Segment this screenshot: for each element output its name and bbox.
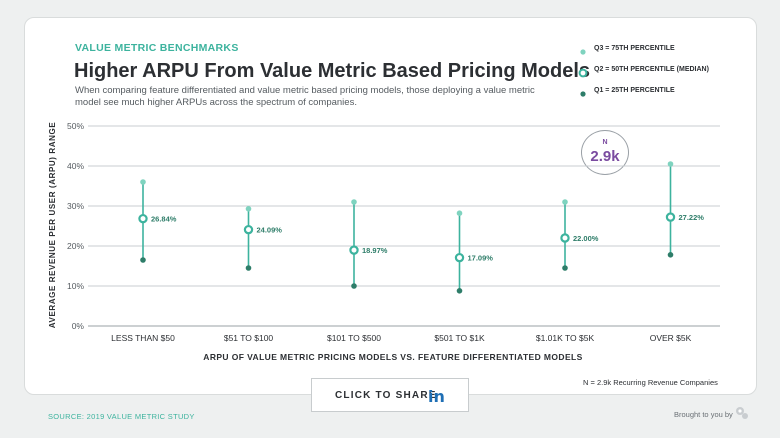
- range-group: 22.00%: [560, 199, 599, 271]
- range-group: 27.22%: [665, 161, 705, 258]
- x-tick-label: $1.01K TO $5K: [536, 333, 595, 343]
- eyebrow-label: VALUE METRIC BENCHMARKS: [75, 42, 239, 54]
- q2-ring-icon: [578, 68, 588, 78]
- gridlines: [88, 125, 720, 327]
- y-tick-label: 20%: [67, 241, 84, 251]
- range-group: 26.84%: [138, 179, 177, 263]
- q3-dot-icon: [580, 49, 586, 55]
- range-bars: 26.84% 24.09% 18.97% 17.09% 22.00% 27.22%: [138, 161, 705, 294]
- median-point: [243, 224, 254, 235]
- q3-point: [351, 199, 357, 205]
- y-axis-label: AVERAGE REVENUE PER USER (ARPU) RANGE: [48, 122, 57, 329]
- y-axis-ticks: 0% 10% 20% 30% 40% 50%: [67, 121, 84, 331]
- q1-point: [562, 265, 568, 271]
- range-group: 24.09%: [243, 206, 283, 271]
- linkedin-icon[interactable]: in: [428, 387, 445, 406]
- q1-point: [456, 288, 463, 294]
- sample-size-label: N: [602, 139, 608, 146]
- q3-point: [140, 179, 146, 185]
- median-point: [665, 212, 676, 222]
- brought-to-you-label: Brought to you by: [674, 410, 733, 419]
- q3-point: [245, 206, 252, 212]
- legend-label-q2: Q2 = 50TH PERCENTILE (MEDIAN): [594, 66, 709, 73]
- median-value-label: 17.09%: [468, 254, 494, 263]
- q1-point: [245, 265, 252, 271]
- median-value-label: 27.22%: [679, 213, 705, 222]
- x-axis-label: ARPU OF VALUE METRIC PRICING MODELS VS. …: [203, 352, 582, 362]
- median-point: [454, 252, 465, 263]
- median-value-label: 18.97%: [362, 246, 388, 255]
- source-note: SOURCE: 2019 VALUE METRIC STUDY: [48, 412, 195, 421]
- range-group: 18.97%: [349, 199, 388, 289]
- y-tick-label: 10%: [67, 281, 84, 291]
- x-axis-ticks: LESS THAN $50 $51 TO $100 $101 TO $500 $501…: [111, 333, 691, 343]
- x-tick-label: $501 TO $1K: [434, 333, 485, 343]
- x-tick-label: LESS THAN $50: [111, 333, 175, 343]
- x-tick-label: OVER $5K: [650, 333, 692, 343]
- q3-point: [562, 199, 568, 205]
- x-tick-label: $51 TO $100: [224, 333, 274, 343]
- q3-point: [456, 210, 463, 216]
- chart-title: Higher ARPU From Value Metric Based Pric…: [74, 60, 591, 82]
- sample-size-badge: N 2.9k: [581, 130, 629, 175]
- q1-dot-icon: [580, 91, 586, 97]
- share-button[interactable]: CLICK TO SHARE in: [311, 378, 469, 412]
- range-group: 17.09%: [454, 210, 494, 294]
- sample-size-value: 2.9k: [590, 148, 620, 165]
- legend-label-q1: Q1 = 25TH PERCENTILE: [594, 87, 675, 94]
- median-point: [349, 245, 359, 255]
- q3-point: [667, 161, 674, 167]
- y-tick-label: 30%: [67, 201, 84, 211]
- y-tick-label: 40%: [67, 161, 84, 171]
- median-value-label: 24.09%: [257, 226, 283, 235]
- q1-point: [351, 283, 357, 289]
- legend-label-q3: Q3 = 75TH PERCENTILE: [594, 45, 675, 52]
- y-tick-label: 50%: [67, 121, 84, 131]
- footnote: N = 2.9k Recurring Revenue Companies: [583, 378, 718, 387]
- y-tick-label: 0%: [72, 321, 85, 331]
- median-value-label: 26.84%: [151, 215, 177, 224]
- share-label: CLICK TO SHARE: [335, 390, 437, 401]
- median-value-label: 22.00%: [573, 234, 599, 243]
- x-tick-label: $101 TO $500: [327, 333, 381, 343]
- chart-subtitle: When comparing feature differentiated an…: [75, 85, 535, 108]
- median-point: [138, 213, 148, 224]
- price-intelligently-logo-icon[interactable]: [735, 406, 749, 420]
- median-point: [560, 233, 570, 243]
- q1-point: [140, 257, 146, 263]
- q1-point: [667, 252, 674, 258]
